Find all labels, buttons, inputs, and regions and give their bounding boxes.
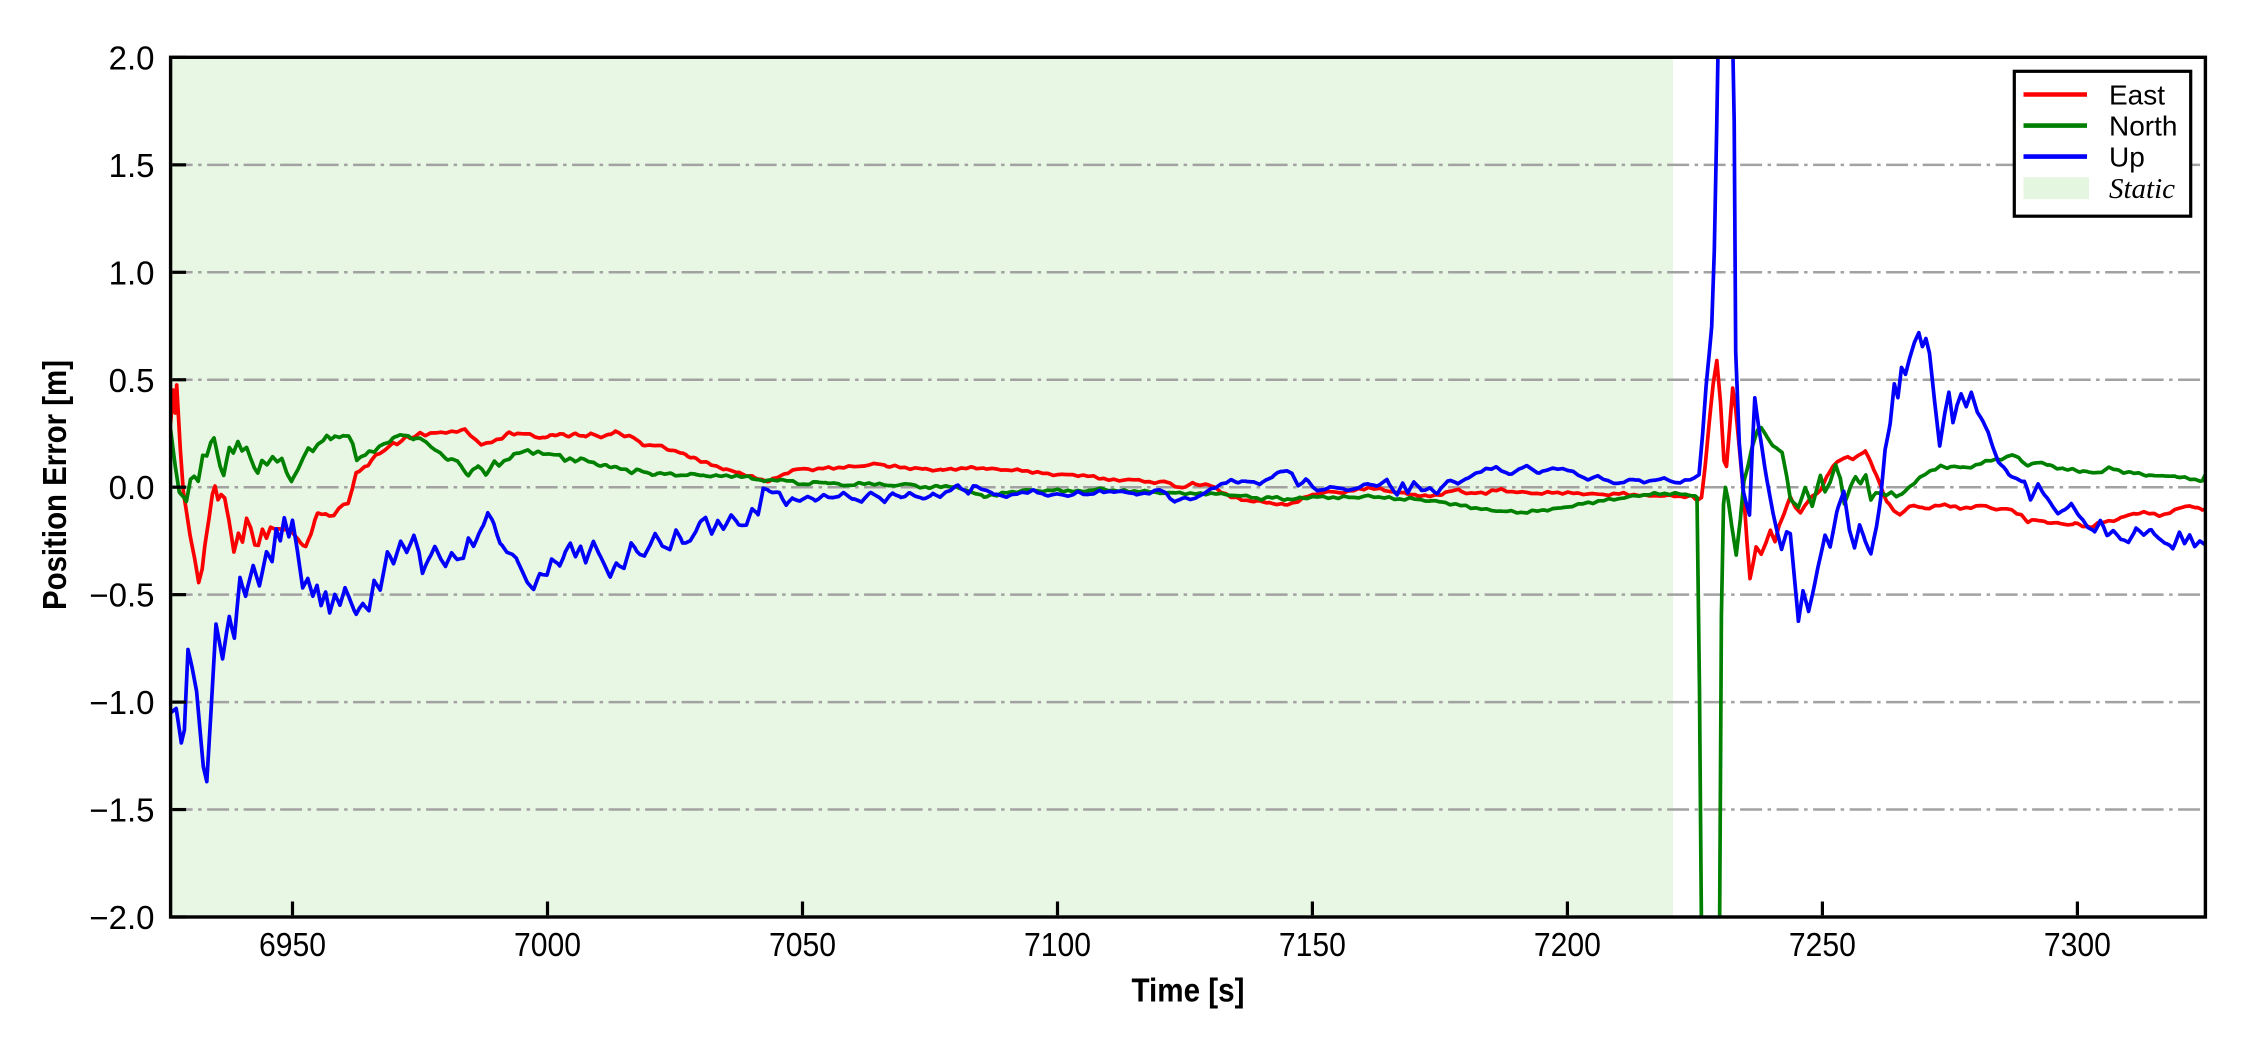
svg-text:−1.0: −1.0 [89,684,154,721]
svg-text:1.0: 1.0 [109,254,155,291]
svg-text:−2.0: −2.0 [89,899,154,936]
svg-text:7150: 7150 [1279,926,1346,963]
svg-text:Position Error [m]: Position Error [m] [36,360,73,610]
svg-text:6950: 6950 [259,926,326,963]
svg-text:0.5: 0.5 [109,362,155,399]
svg-text:0.0: 0.0 [109,469,155,506]
svg-text:Up: Up [2109,141,2145,172]
svg-text:Time [s]: Time [s] [1132,972,1245,1009]
svg-text:7250: 7250 [1789,926,1856,963]
svg-text:−1.5: −1.5 [89,792,154,829]
svg-text:7100: 7100 [1024,926,1091,963]
svg-text:North: North [2109,110,2177,141]
svg-text:7050: 7050 [769,926,836,963]
svg-text:2.0: 2.0 [109,39,155,76]
svg-text:7300: 7300 [2044,926,2111,963]
svg-text:1.5: 1.5 [109,147,155,184]
svg-text:7200: 7200 [1534,926,1601,963]
svg-text:East: East [2109,79,2165,110]
svg-text:7000: 7000 [514,926,581,963]
svg-text:Static: Static [2109,173,2175,205]
svg-text:−0.5: −0.5 [89,577,154,614]
